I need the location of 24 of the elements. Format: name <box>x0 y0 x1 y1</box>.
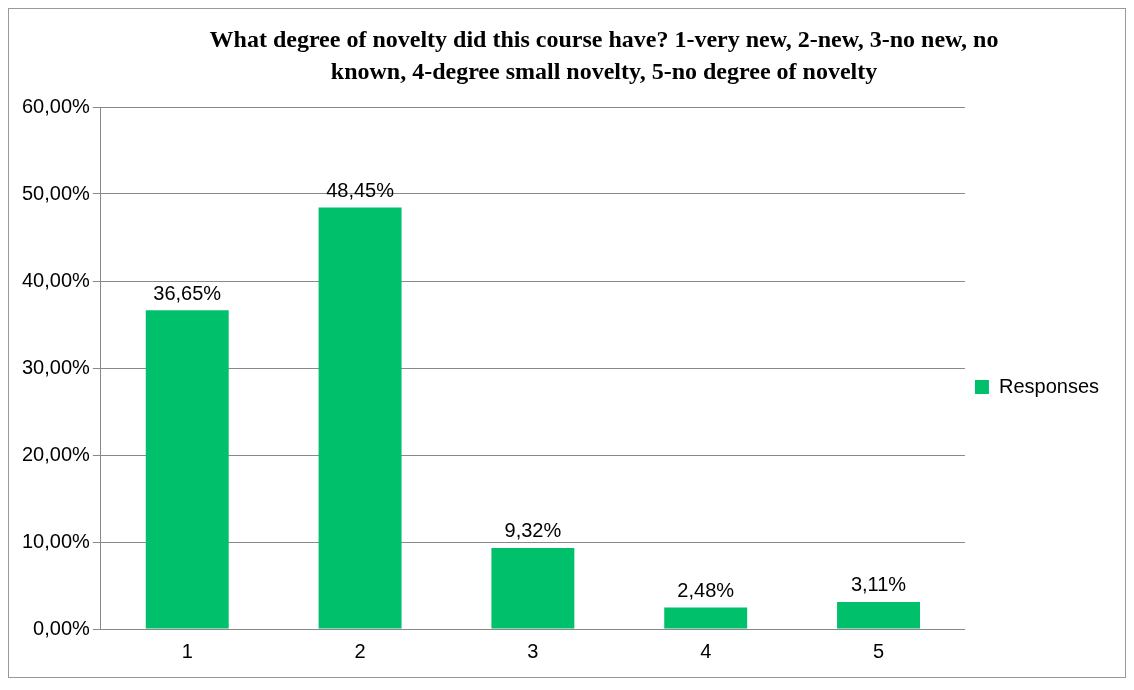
y-tick-label: 40,00% <box>21 268 91 291</box>
x-tick-label: 5 <box>872 639 885 662</box>
bar <box>318 207 402 629</box>
y-tick-label: 20,00% <box>21 442 91 465</box>
y-tick-label: 10,00% <box>21 529 91 552</box>
chart-title: What degree of novelty did this course have? 1-very new, 2-new, 3-no new, no known, 4-degree small novelty, 5-no degree of novelty <box>208 25 1000 86</box>
bar <box>837 601 921 629</box>
data-label: 9,32% <box>504 519 562 542</box>
bar <box>664 607 748 629</box>
x-tick-label: 1 <box>181 639 193 662</box>
y-tick-label: 30,00% <box>21 355 91 378</box>
bar <box>145 310 229 629</box>
data-label: 36,65% <box>153 281 222 304</box>
y-tick-label: 60,00% <box>21 94 91 117</box>
bar <box>491 547 575 629</box>
data-label: 3,11% <box>850 573 907 596</box>
legend-label: Responses <box>998 374 1099 397</box>
data-label: 2,48% <box>677 578 735 601</box>
y-tick-label: 0,00% <box>33 616 91 639</box>
data-label: 48,45% <box>326 179 395 201</box>
x-tick-label: 2 <box>354 639 366 662</box>
y-tick-label: 50,00% <box>21 181 91 204</box>
x-tick-label: 4 <box>700 639 712 662</box>
x-tick-label: 3 <box>527 639 539 662</box>
